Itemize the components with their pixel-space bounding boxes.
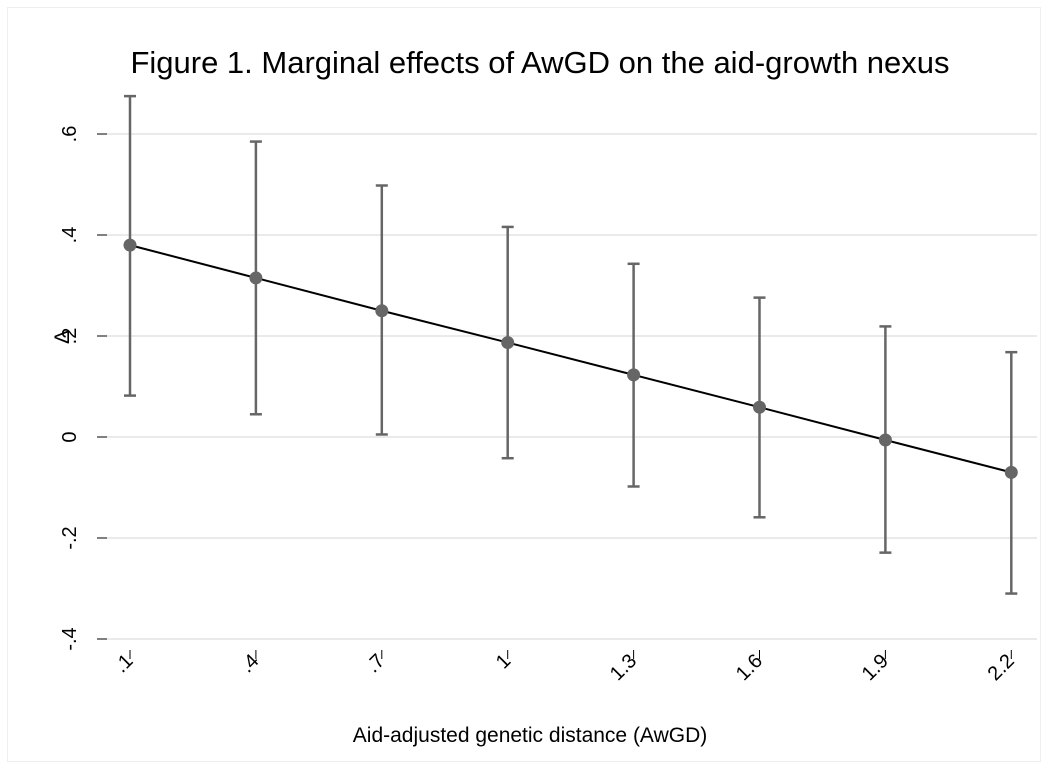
x-tick-label: 1.6 xyxy=(732,650,767,685)
grid-lines xyxy=(107,133,1037,640)
x-tick-label: .1 xyxy=(110,650,137,677)
x-axis-label: Aid-adjusted genetic distance (AwGD) xyxy=(353,724,707,747)
y-tick-label: .4 xyxy=(59,227,81,244)
data-point xyxy=(753,400,766,414)
y-tick-label: -.4 xyxy=(59,627,81,650)
data-point xyxy=(627,368,641,382)
x-tick-label: 1 xyxy=(492,650,515,673)
data-point xyxy=(249,271,263,285)
y-axis: -.4 -.2 0 .2 .4 .6 xyxy=(59,126,107,651)
chart-border xyxy=(7,7,1041,762)
chart-title: Figure 1. Marginal effects of AwGD on th… xyxy=(130,45,949,80)
y-axis-label: Δ xyxy=(51,330,74,344)
x-tick-label: .7 xyxy=(362,650,389,677)
data-point xyxy=(878,433,892,447)
data-point xyxy=(501,336,515,350)
y-tick-label: 0 xyxy=(59,431,81,442)
data-point xyxy=(1004,465,1018,479)
error-bars xyxy=(124,94,1018,595)
estimate-line xyxy=(129,244,1012,474)
estimate-line-path xyxy=(129,244,1012,474)
data-point xyxy=(123,238,137,252)
data-points xyxy=(123,238,1018,479)
x-tick-label: 1.9 xyxy=(858,650,893,685)
x-axis: .1 .4 .7 1 1.3 1.6 1.9 2.2 xyxy=(110,650,1019,685)
x-tick-label: 2.2 xyxy=(984,650,1019,685)
y-tick-label: .2 xyxy=(59,328,81,345)
y-tick-label: -.2 xyxy=(59,526,81,549)
x-tick-label: .4 xyxy=(236,650,263,677)
y-tick-label: .6 xyxy=(59,126,81,143)
x-tick-label: 1.3 xyxy=(606,650,641,685)
data-point xyxy=(375,304,389,318)
